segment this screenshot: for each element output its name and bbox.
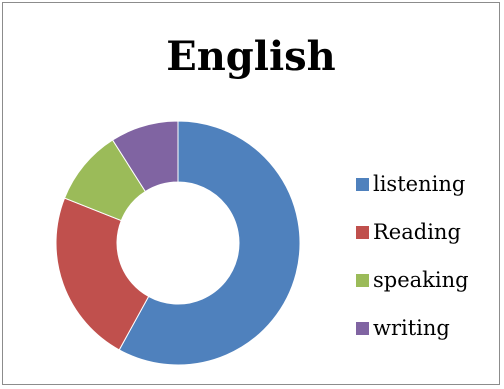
legend-item-reading: Reading bbox=[356, 208, 469, 256]
legend: listening Reading speaking writing bbox=[356, 160, 469, 352]
donut-slice-writing bbox=[111, 120, 179, 193]
legend-swatch bbox=[356, 321, 369, 335]
legend-label: writing bbox=[373, 315, 450, 340]
donut-slice-reading bbox=[55, 197, 150, 351]
legend-item-listening: listening bbox=[356, 160, 469, 208]
legend-label: speaking bbox=[373, 267, 469, 292]
legend-item-writing: writing bbox=[356, 304, 469, 352]
chart-title: English bbox=[166, 33, 336, 80]
legend-swatch bbox=[356, 273, 369, 287]
donut-slice-listening bbox=[118, 120, 301, 366]
legend-label: listening bbox=[373, 171, 466, 196]
legend-swatch bbox=[356, 177, 369, 191]
legend-item-speaking: speaking bbox=[356, 256, 469, 304]
legend-label: Reading bbox=[373, 219, 461, 244]
legend-swatch bbox=[356, 225, 369, 239]
